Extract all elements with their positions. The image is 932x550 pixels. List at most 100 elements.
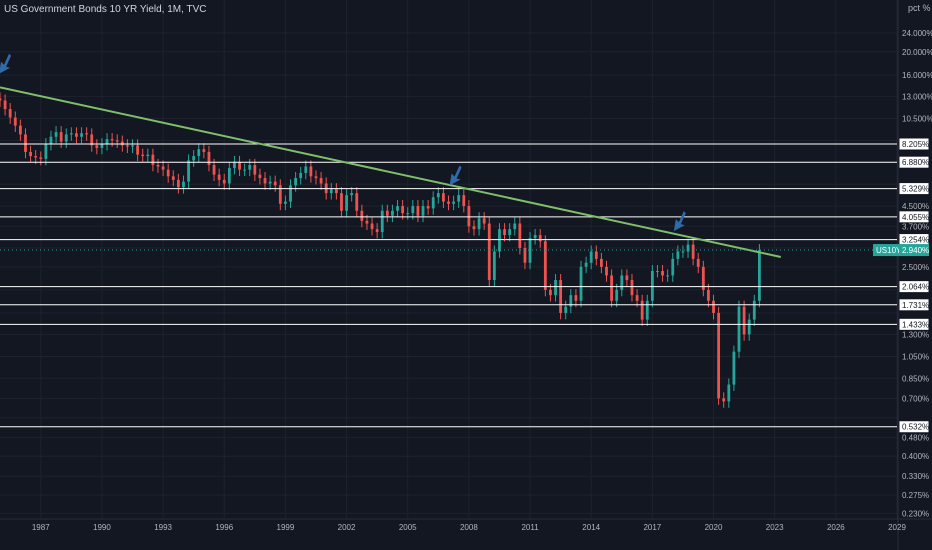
candle-body — [44, 144, 48, 159]
candle-body — [727, 384, 731, 402]
candle-body — [431, 197, 435, 209]
x-tick-label: 2011 — [521, 523, 539, 532]
candle-body — [202, 149, 206, 152]
candle-body — [498, 229, 501, 252]
y-tick-label: 0.230% — [902, 509, 929, 518]
horizontal-level-label: 1.731% — [902, 301, 929, 310]
horizontal-level-label: 2.064% — [902, 283, 929, 292]
y-tick-label: 1.050% — [902, 352, 929, 361]
horizontal-level-label: 8.205% — [902, 140, 929, 149]
candle-body — [533, 235, 537, 239]
candle-body — [273, 181, 277, 186]
candle-body — [289, 185, 292, 202]
y-tick-label: 0.700% — [902, 394, 929, 403]
y-tick-label: 24.000% — [902, 29, 932, 38]
candle-body — [543, 241, 547, 290]
candle-body — [212, 164, 216, 175]
candle-body — [95, 145, 99, 148]
candle-body — [732, 351, 736, 385]
candle-body — [0, 98, 2, 101]
candle-body — [360, 210, 364, 221]
last-price-tag-bg — [899, 244, 929, 257]
candle-body — [656, 271, 659, 273]
candle-body — [584, 262, 588, 267]
candle-body — [110, 139, 114, 141]
candle-body — [380, 210, 384, 233]
candle-body — [151, 154, 155, 165]
candle-body — [355, 193, 359, 211]
candle-body — [538, 235, 542, 242]
candle-body — [467, 206, 471, 227]
candle-body — [426, 206, 430, 209]
candle-body — [334, 189, 338, 194]
candle-body — [559, 280, 563, 313]
candle-body — [75, 133, 78, 137]
horizontal-level-label-bg — [898, 155, 930, 169]
candle-body — [625, 275, 629, 281]
candle-body — [487, 223, 491, 281]
horizontal-level-label: 1.433% — [902, 320, 929, 329]
candle-body — [457, 195, 461, 202]
x-tick-label: 2029 — [888, 523, 906, 532]
candle-body — [263, 178, 267, 184]
y-tick-label: 4.500% — [902, 202, 929, 211]
x-tick-label: 2023 — [766, 523, 784, 532]
candle-body — [742, 306, 746, 335]
candle-body — [594, 251, 598, 259]
candle-body — [462, 195, 466, 207]
candle-body — [396, 206, 399, 211]
candle-body — [406, 213, 410, 215]
chart-title: US Government Bonds 10 YR Yield, 1M, TVC — [4, 4, 207, 15]
candle-body — [299, 172, 303, 179]
candle-body — [712, 300, 715, 313]
y-tick-label: 0.850% — [902, 374, 929, 383]
candle-body — [90, 134, 94, 146]
candle-body — [64, 134, 68, 142]
candle-body — [518, 223, 522, 248]
candle-body — [452, 201, 455, 204]
candle-body — [166, 169, 170, 177]
candle-body — [29, 151, 32, 157]
candle-body — [752, 300, 756, 320]
candle-body — [309, 166, 313, 177]
y-tick-label: 0.400% — [902, 452, 929, 461]
candle-body — [146, 154, 150, 157]
candle-body — [477, 218, 481, 230]
y-tick-label: 2.500% — [902, 263, 929, 272]
symbol-tag-bg — [873, 244, 900, 257]
y-tick-label: 10.500% — [902, 114, 932, 123]
candle-body — [472, 226, 476, 230]
candle-body — [513, 223, 517, 230]
candle-body — [182, 181, 185, 188]
horizontal-level-label-bg — [898, 280, 930, 294]
candle-body — [304, 166, 308, 173]
candle-body — [747, 319, 751, 335]
horizontal-level-label-bg — [898, 210, 930, 224]
candle-body — [187, 160, 190, 182]
candle-body — [161, 166, 165, 170]
symbol-tag: US10Y — [876, 246, 902, 255]
candle-body — [39, 157, 43, 159]
candle-body — [34, 156, 38, 158]
candle-body — [482, 218, 486, 224]
candle-body — [217, 174, 221, 180]
candle-body — [717, 312, 721, 399]
horizontal-level-label: 6.880% — [902, 158, 929, 167]
candle-body — [192, 156, 196, 161]
candle-body — [676, 251, 680, 259]
candle-body — [85, 133, 89, 135]
candle-body — [599, 258, 603, 267]
candle-body — [105, 139, 109, 145]
candle-body — [635, 295, 639, 301]
x-tick-label: 2026 — [827, 523, 845, 532]
candle-body — [492, 251, 496, 281]
candle-body — [233, 161, 236, 169]
candle-body — [136, 145, 140, 155]
candle-body — [284, 201, 287, 204]
percent-scale-toggle[interactable]: pct % — [908, 3, 931, 13]
candle-body — [207, 151, 211, 165]
horizontal-level-label-bg — [898, 137, 930, 151]
candle-body — [447, 201, 450, 204]
y-tick-label: 0.330% — [902, 472, 929, 481]
